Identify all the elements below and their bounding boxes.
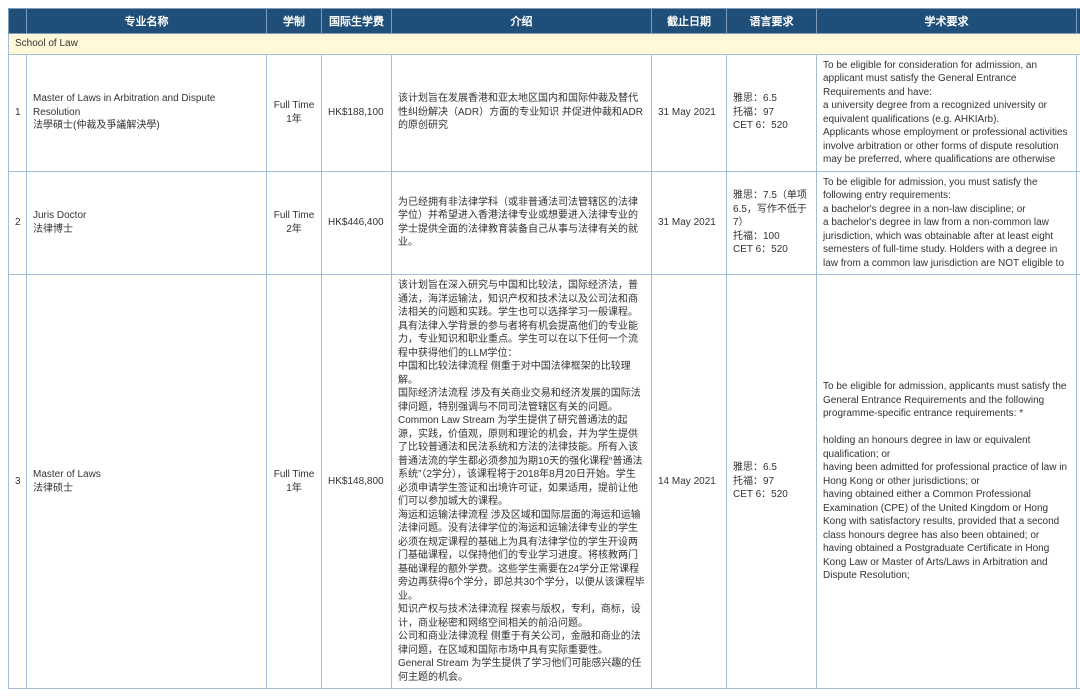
table-row: 1 Master of Laws in Arbitration and Disp…: [9, 54, 1080, 171]
cell-fee: HK$188,100: [322, 54, 392, 171]
cell-deadline: 31 May 2021: [652, 54, 727, 171]
cell-intro: 该计划旨在深入研究与中国和比较法，国际经济法，普通法，海洋运输法，知识产权和技术…: [392, 275, 652, 689]
cell-intro: 该计划旨在发展香港和亚太地区国内和国际仲裁及替代性纠纷解决（ADR）方面的专业知…: [392, 54, 652, 171]
cell-academic: To be eligible for admission, you must s…: [817, 171, 1077, 275]
header-link: 专业链接: [1077, 9, 1080, 34]
section-label: School of Law: [9, 34, 1080, 55]
cell-deadline: 14 May 2021: [652, 275, 727, 689]
cell-academic: To be eligible for consideration for adm…: [817, 54, 1077, 171]
header-intro: 介绍: [392, 9, 652, 34]
table-row: 2 Juris Doctor法律博士 Full Time2年 HK$446,40…: [9, 171, 1080, 275]
cell-fee: HK$148,800: [322, 275, 392, 689]
cell-idx: 2: [9, 171, 27, 275]
cell-fee: HK$446,400: [322, 171, 392, 275]
cell-idx: 3: [9, 275, 27, 689]
cell-academic: To be eligible for admission, applicants…: [817, 275, 1077, 689]
cell-idx: 1: [9, 54, 27, 171]
cell-link: https://www.cityu.edu.hk/pg/programme/p4…: [1077, 54, 1080, 171]
cell-intro: 为已经拥有非法律学科（或非普通法司法管辖区的法律学位）并希望进入香港法律专业或想…: [392, 171, 652, 275]
header-lang: 语言要求: [727, 9, 817, 34]
program-table: 专业名称 学制 国际生学费 介绍 截止日期 语言要求 学术要求 专业链接 Sch…: [8, 8, 1080, 689]
cell-deadline: 31 May 2021: [652, 171, 727, 275]
cell-mode: Full Time1年: [267, 54, 322, 171]
cell-lang: 雅思：6.5托福：97CET 6：520: [727, 54, 817, 171]
table-header: 专业名称 学制 国际生学费 介绍 截止日期 语言要求 学术要求 专业链接: [9, 9, 1080, 34]
cell-name: Juris Doctor法律博士: [27, 171, 267, 275]
cell-name: Master of Laws in Arbitration and Disput…: [27, 54, 267, 171]
cell-link: https://www.cityu.edu.hk/pg/programme/p4…: [1077, 275, 1080, 689]
header-deadline: 截止日期: [652, 9, 727, 34]
cell-lang: 雅思：6.5托福：97CET 6：520: [727, 275, 817, 689]
header-name: 专业名称: [27, 9, 267, 34]
header-academic: 学术要求: [817, 9, 1077, 34]
cell-lang: 雅思：7.5（单项6.5，写作不低于7）托福：100CET 6：520: [727, 171, 817, 275]
cell-name: Master of Laws法律硕士: [27, 275, 267, 689]
cell-mode: Full Time1年: [267, 275, 322, 689]
cell-link: https://www.cityu.edu.hk/pg/programme/p4…: [1077, 171, 1080, 275]
header-mode: 学制: [267, 9, 322, 34]
header-fee: 国际生学费: [322, 9, 392, 34]
header-idx: [9, 9, 27, 34]
cell-mode: Full Time2年: [267, 171, 322, 275]
section-row: School of Law: [9, 34, 1080, 55]
table-row: 3 Master of Laws法律硕士 Full Time1年 HK$148,…: [9, 275, 1080, 689]
